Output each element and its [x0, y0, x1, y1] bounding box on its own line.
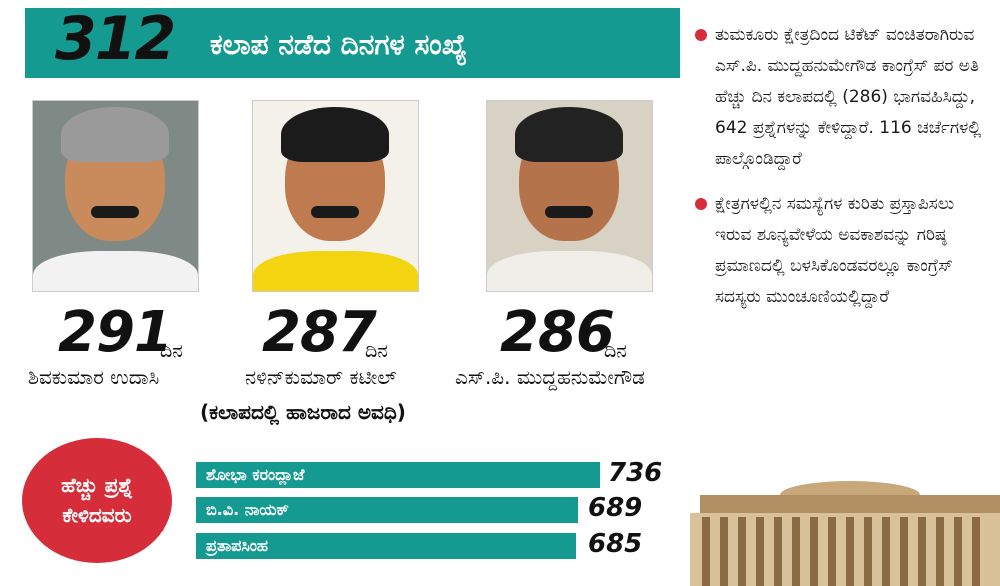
question-bar-label: ಬಿ.ವಿ. ನಾಯಕ್ [206, 500, 289, 519]
bullet-dot-icon [695, 29, 707, 41]
parliament-building-image [690, 481, 1000, 586]
question-bar [196, 533, 576, 559]
question-bar-value: 689 [588, 493, 643, 523]
question-bar [196, 462, 600, 488]
question-bar-value: 736 [608, 458, 663, 488]
question-bar-label: ಪ್ರತಾಪಸಿಂಹ [206, 536, 269, 555]
bullet-dot-icon [695, 198, 707, 210]
member-name: ನಳಿನ್‌ಕುಮಾರ್ ಕಟೀಲ್ [245, 365, 397, 389]
days-total: 312 [55, 4, 176, 74]
member-days-count: 291 [58, 300, 173, 365]
bullet-text: ತುಮಕೂರು ಕ್ಷೇತ್ರದಿಂದ ಟಿಕೆಟ್ ವಂಚಿತರಾಗಿರುವ … [715, 25, 982, 169]
member-days-unit: ದಿನ [160, 340, 183, 362]
member-days-count: 287 [262, 300, 377, 365]
bullet-item: ಕ್ಷೇತ್ರಗಳಲ್ಲಿನ ಸಮಸ್ಯೆಗಳ ಕುರಿತು ಪ್ರಸ್ತಾಪಿ… [695, 189, 995, 313]
speech-bubble-tail [150, 520, 164, 540]
member-days-unit: ದಿನ [604, 340, 627, 362]
photo-shivakumar-udasi [32, 100, 199, 292]
member-name: ಶಿವಕುಮಾರ ಉದಾಸಿ [28, 365, 160, 389]
question-bar [196, 497, 578, 523]
photo-nalin-kumar-kateel [252, 100, 419, 292]
header-bar [25, 8, 680, 78]
bullet-text: ಕ್ಷೇತ್ರಗಳಲ್ಲಿನ ಸಮಸ್ಯೆಗಳ ಕುರಿತು ಪ್ರಸ್ತಾಪಿ… [715, 194, 955, 307]
speech-bubble [22, 438, 172, 563]
question-bar-label: ಶೋಭಾ ಕರಂದ್ಲಾಜೆ [206, 465, 305, 484]
bubble-line: ಹೆಚ್ಚು ಪ್ರಶ್ನೆ [61, 473, 133, 497]
bubble-line: ಕೇಳಿದವರು [62, 503, 132, 527]
member-days-count: 286 [500, 300, 615, 365]
question-bar-value: 685 [588, 529, 643, 559]
header-title: ಕಲಾಪ ನಡೆದ ದಿನಗಳ ಸಂಖ್ಯೆ [210, 28, 468, 61]
photo-sp-muddahanumegowda [486, 100, 653, 292]
bubble-text: ಹೆಚ್ಚು ಪ್ರಶ್ನೆ ಕೇಳಿದವರು [22, 470, 172, 530]
member-days-unit: ದಿನ [365, 340, 388, 362]
bullet-list: ತುಮಕೂರು ಕ್ಷೇತ್ರದಿಂದ ಟಿಕೆಟ್ ವಂಚಿತರಾಗಿರುವ … [695, 20, 995, 327]
attendance-note: (ಕಲಾಪದಲ್ಲಿ ಹಾಜರಾದ ಅವಧಿ) [200, 400, 406, 424]
bullet-item: ತುಮಕೂರು ಕ್ಷೇತ್ರದಿಂದ ಟಿಕೆಟ್ ವಂಚಿತರಾಗಿರುವ … [695, 20, 995, 175]
member-name: ಎಸ್.ಪಿ. ಮುದ್ದಹನುಮೇಗೌಡ [455, 365, 645, 389]
